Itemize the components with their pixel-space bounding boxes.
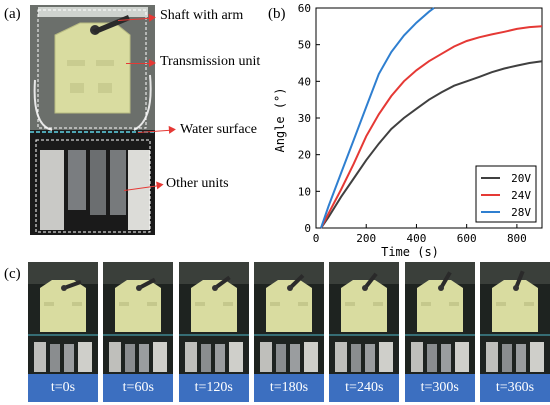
legend-label-20V: 20V — [511, 172, 531, 185]
panel-label-a: (a) — [4, 6, 21, 22]
y-tick-label: 60 — [298, 2, 311, 15]
x-tick-label: 400 — [407, 232, 427, 245]
frame-caption: t=120s — [178, 374, 249, 402]
y-tick-label: 20 — [298, 149, 311, 162]
annotation-shaft: Shaft with arm — [160, 8, 244, 23]
frame-6: t=360s — [480, 262, 550, 402]
device-photo — [30, 5, 155, 235]
chart-xlabel: Time (s) — [381, 245, 439, 259]
annotation-water: Water surface — [180, 122, 257, 137]
series-line-20V — [320, 60, 543, 229]
y-tick-label: 40 — [298, 75, 311, 88]
series-line-24V — [320, 25, 543, 229]
frame-illustration — [404, 262, 475, 374]
panel-label-b: (b) — [268, 6, 286, 22]
legend-label-24V: 24V — [511, 189, 531, 202]
panel-label-c: (c) — [4, 266, 21, 282]
frame-illustration — [480, 262, 550, 374]
arrow-transmission — [126, 59, 156, 67]
frame-caption: t=360s — [480, 374, 550, 402]
angle-time-chart: 0 200 400 600 800 0 10 20 30 40 50 60 20V 24V 28V Ang… — [273, 2, 543, 259]
y-tick-label: 0 — [304, 222, 311, 235]
frame-illustration — [28, 262, 98, 374]
x-tick-label: 0 — [313, 232, 320, 245]
x-tick-label: 600 — [457, 232, 477, 245]
frame-caption: t=300s — [404, 374, 475, 402]
x-tick-label: 800 — [507, 232, 527, 245]
annotation-other: Other units — [166, 176, 229, 191]
frame-caption: t=60s — [103, 374, 174, 402]
legend-label-28V: 28V — [511, 206, 531, 219]
time-lapse-strip: t=0s t=60s t=120s t=180s t=240s t=300s t=360s — [28, 262, 550, 402]
frame-illustration — [178, 262, 249, 374]
chart-ylabel: Angle (°) — [273, 87, 287, 152]
x-tick-label: 200 — [356, 232, 376, 245]
y-tick-label: 30 — [298, 112, 311, 125]
frame-2: t=120s — [178, 262, 249, 402]
annotation-transmission: Transmission unit — [160, 54, 261, 69]
device-illustration — [30, 5, 155, 235]
frame-1: t=60s — [103, 262, 174, 402]
frame-3: t=180s — [254, 262, 324, 402]
frame-illustration — [329, 262, 400, 374]
frame-5: t=300s — [404, 262, 475, 402]
frame-caption: t=180s — [254, 374, 324, 402]
frame-illustration — [103, 262, 174, 374]
frame-0: t=0s — [28, 262, 98, 402]
y-tick-label: 50 — [298, 39, 311, 52]
frame-4: t=240s — [329, 262, 400, 402]
series-line-28V — [320, 7, 435, 229]
frame-caption: t=0s — [28, 374, 98, 402]
frame-illustration — [254, 262, 324, 374]
frame-caption: t=240s — [329, 374, 400, 402]
y-tick-label: 10 — [298, 185, 311, 198]
